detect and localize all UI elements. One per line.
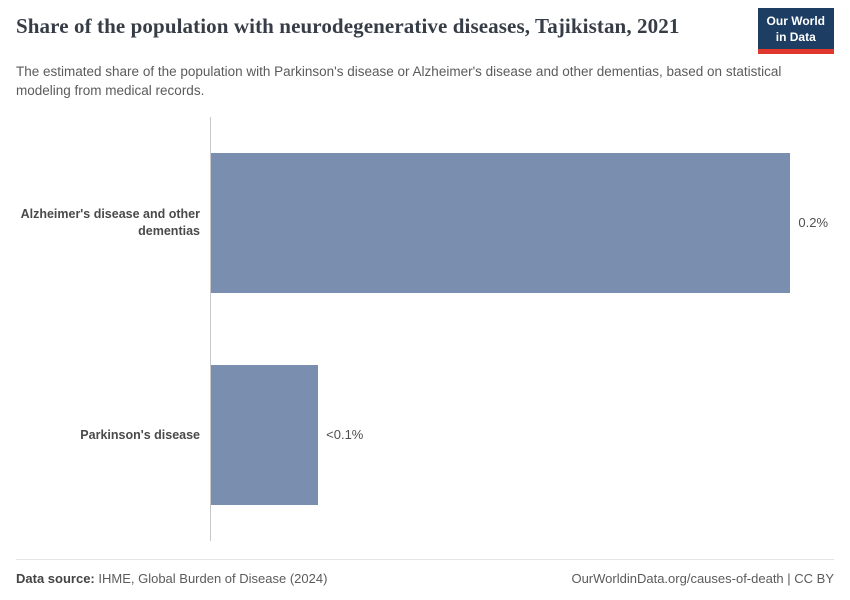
value-label: <0.1%	[326, 427, 364, 443]
logo-line1: Our World	[766, 14, 825, 28]
footer: Data source: IHME, Global Burden of Dise…	[16, 559, 834, 586]
bar-row: Parkinson's disease <0.1%	[16, 328, 834, 541]
data-source-text: IHME, Global Burden of Disease (2024)	[94, 571, 328, 586]
bar	[211, 364, 319, 505]
logo-line2: in Data	[775, 29, 816, 44]
bar-track: <0.1%	[210, 328, 834, 541]
bar-chart: Alzheimer's disease and other dementias 0…	[16, 116, 834, 541]
value-label: 0.2%	[798, 215, 829, 231]
owid-logo: Our World in Data	[757, 8, 834, 55]
chart-subtitle: The estimated share of the population wi…	[16, 64, 782, 99]
category-label: Alzheimer's disease and other dementias	[20, 207, 200, 238]
bar-row: Alzheimer's disease and other dementias 0…	[16, 116, 834, 329]
credit-text: OurWorldinData.org/causes-of-death | CC …	[571, 571, 834, 586]
header: Share of the population with neurodegene…	[16, 8, 834, 55]
chart-title: Share of the population with neurodegene…	[16, 14, 680, 38]
bar	[211, 152, 791, 293]
data-source: Data source: IHME, Global Burden of Dise…	[16, 571, 327, 586]
category-label: Parkinson's disease	[80, 427, 200, 442]
bar-track: 0.2%	[210, 116, 834, 329]
data-source-label: Data source:	[16, 571, 95, 586]
